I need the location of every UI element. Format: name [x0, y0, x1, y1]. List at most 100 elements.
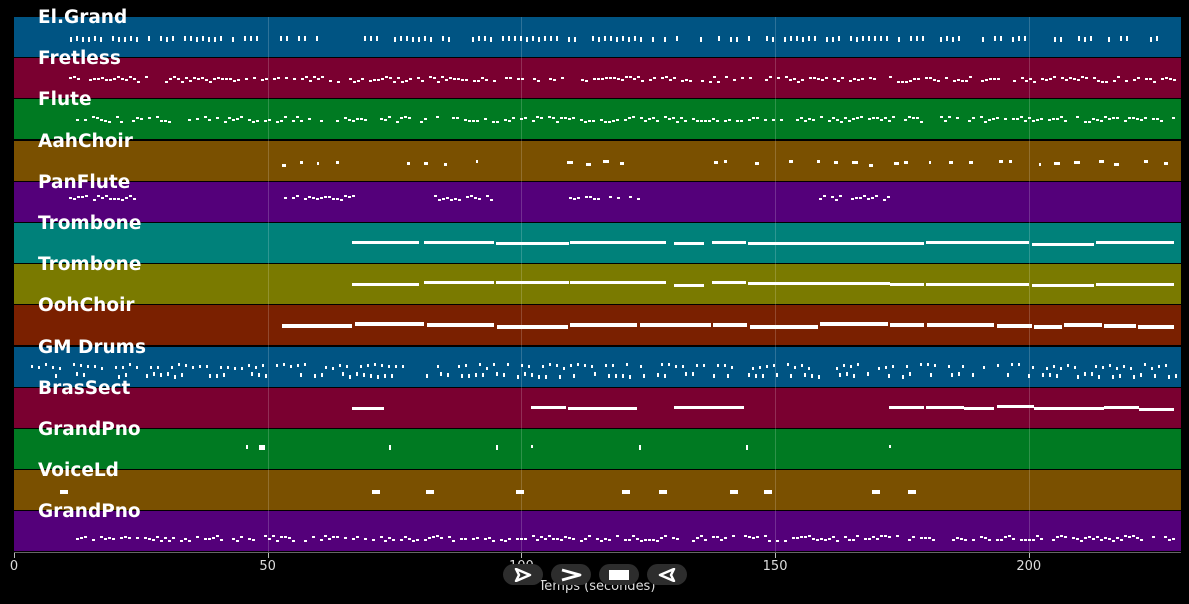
note [1053, 76, 1056, 78]
note [848, 120, 851, 122]
note [450, 199, 453, 201]
note [232, 538, 235, 540]
note [837, 80, 840, 82]
note [692, 540, 695, 542]
note [834, 161, 838, 164]
note [542, 365, 544, 368]
note [1175, 374, 1177, 378]
note [956, 537, 959, 539]
note [1028, 539, 1031, 541]
note [826, 37, 828, 42]
note [458, 365, 460, 368]
play-button[interactable] [503, 564, 543, 585]
note [465, 364, 467, 367]
note [951, 373, 953, 377]
note [496, 121, 499, 123]
note [1064, 323, 1102, 327]
note [584, 364, 586, 367]
stop-icon [609, 569, 629, 580]
note [853, 374, 855, 378]
note [209, 374, 211, 378]
note [889, 76, 892, 78]
note [189, 80, 192, 82]
note [356, 372, 358, 376]
note [1018, 36, 1020, 41]
note [1128, 117, 1131, 119]
note [622, 374, 624, 378]
note [426, 374, 428, 378]
rewind-button[interactable] [647, 564, 687, 585]
track-lane [14, 305, 1181, 345]
note [628, 117, 631, 119]
fast-forward-button[interactable] [551, 564, 591, 585]
note [717, 81, 720, 83]
note [730, 490, 738, 494]
note [352, 538, 355, 540]
note [1140, 539, 1143, 541]
note [384, 374, 386, 378]
note [424, 118, 427, 120]
note [1056, 536, 1059, 538]
note [454, 198, 457, 200]
note [204, 116, 207, 118]
note [122, 366, 124, 369]
note [493, 363, 495, 366]
note [152, 539, 155, 541]
note [748, 536, 751, 538]
note [248, 364, 250, 367]
x-tick-label: 0 [9, 559, 19, 574]
track-label: BrasSect [38, 378, 131, 399]
note [585, 196, 588, 198]
note [1137, 77, 1140, 79]
note [1123, 365, 1125, 368]
note [349, 78, 352, 80]
note [272, 535, 275, 537]
note [608, 121, 611, 123]
note [136, 366, 138, 369]
note [920, 121, 923, 123]
note [283, 363, 285, 366]
note [851, 198, 854, 200]
note [674, 284, 704, 287]
note [605, 364, 607, 367]
note [465, 79, 468, 81]
note [860, 116, 863, 118]
note [234, 367, 236, 370]
note [69, 77, 72, 79]
note [712, 118, 715, 120]
note [1084, 121, 1087, 123]
note [38, 366, 40, 369]
note [505, 77, 508, 79]
note [628, 539, 631, 541]
note [293, 78, 296, 80]
note [352, 407, 384, 410]
note [1099, 160, 1104, 163]
note [564, 117, 567, 119]
note [840, 121, 843, 123]
note [284, 197, 287, 199]
note [572, 117, 575, 119]
note [173, 76, 176, 78]
note [629, 375, 631, 379]
stop-button[interactable] [599, 564, 639, 585]
note [470, 195, 473, 197]
note [920, 537, 923, 539]
note [448, 37, 450, 42]
note [1041, 78, 1044, 80]
note [910, 36, 912, 41]
note [1156, 36, 1158, 41]
note [561, 77, 564, 79]
track-label: GrandPno [38, 501, 141, 522]
note [594, 372, 596, 376]
note [171, 366, 173, 369]
note [479, 363, 481, 366]
note [521, 78, 524, 80]
note [402, 365, 404, 368]
note [965, 80, 968, 82]
note [100, 37, 102, 42]
note [1084, 537, 1087, 539]
note [972, 539, 975, 541]
note [540, 117, 543, 119]
note [104, 538, 107, 540]
note [724, 160, 727, 163]
